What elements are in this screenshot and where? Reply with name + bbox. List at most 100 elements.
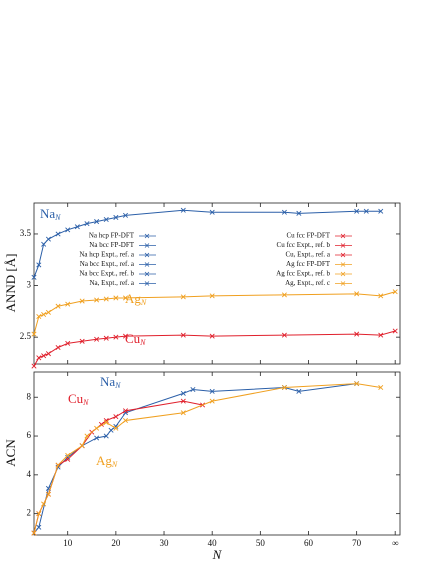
data-point — [354, 381, 360, 387]
series-sub: N — [114, 381, 121, 390]
legend-symbol — [340, 243, 346, 248]
series-label: AgN — [125, 291, 147, 307]
data-point — [180, 410, 186, 416]
data-point — [45, 351, 51, 357]
legend-symbol — [144, 233, 150, 239]
data-point — [122, 417, 129, 424]
series-line — [33, 291, 396, 335]
data-point — [65, 301, 71, 307]
data-point — [65, 227, 71, 233]
x-axis-label: N — [212, 547, 223, 562]
data-point — [36, 314, 42, 320]
data-point — [209, 398, 215, 404]
legend-symbol — [340, 252, 346, 258]
data-point — [296, 210, 302, 216]
data-point — [36, 511, 42, 517]
series-label: NaN — [40, 206, 61, 222]
x-tick-label: 50 — [256, 538, 266, 548]
legend-label: Na hcp FP-DFT — [89, 232, 135, 240]
data-point — [378, 332, 384, 338]
data-point — [190, 386, 196, 392]
data-point — [122, 333, 129, 339]
data-point — [180, 294, 186, 300]
series-label: NaN — [100, 374, 121, 390]
legend-label: Cu fcc Expt., ref. b — [277, 241, 331, 249]
x-tick-label: 70 — [352, 538, 362, 548]
series-name: Na — [40, 206, 55, 221]
y-tick-label: 3.5 — [20, 228, 32, 238]
data-point — [36, 262, 42, 268]
legend-label: Ag fcc FP-DFT — [286, 260, 331, 268]
data-point — [94, 425, 100, 431]
data-point — [122, 408, 129, 414]
data-point — [41, 353, 47, 359]
legend-label: Cu, Expt., ref. a — [285, 251, 330, 259]
x-tick-label: 30 — [160, 538, 170, 548]
top-frame — [33, 202, 401, 365]
data-point — [103, 296, 109, 302]
x-tick-label: 40 — [208, 538, 218, 548]
data-point — [354, 208, 360, 214]
data-point — [45, 236, 51, 242]
legend-label: Na bcc FP-DFT — [89, 241, 134, 249]
data-point — [84, 433, 90, 439]
data-point — [36, 524, 42, 530]
legend-label: Na bcc Expt., ref. a — [80, 260, 135, 268]
data-point — [103, 216, 109, 223]
legend-label: Na, Expt., ref. a — [89, 279, 134, 287]
data-point — [113, 425, 119, 431]
legend-symbol — [144, 262, 150, 267]
legend-label: Ag, Expt., ref. c — [285, 279, 330, 287]
data-point — [41, 241, 47, 247]
data-point — [378, 208, 384, 214]
data-point — [84, 221, 90, 227]
data-point — [94, 219, 100, 225]
data-point — [180, 390, 186, 396]
data-point — [55, 303, 61, 309]
legend-symbol — [340, 233, 346, 239]
series-name: Cu — [68, 391, 84, 406]
legend-symbol — [144, 243, 150, 248]
legend-label: Cu fcc FP-DFT — [286, 232, 330, 240]
series-sub: N — [140, 298, 147, 307]
series-name: Na — [100, 374, 115, 389]
y-axis-label: ANND [Å] — [3, 254, 18, 313]
data-point — [94, 336, 100, 342]
data-point — [281, 292, 287, 298]
x-tick-label: 20 — [111, 538, 121, 548]
data-point — [55, 231, 61, 237]
series-label: CuN — [68, 391, 89, 407]
data-point — [113, 414, 119, 420]
legend-symbol — [144, 281, 150, 286]
data-point — [65, 456, 71, 462]
data-point — [113, 334, 119, 340]
data-point — [209, 333, 215, 339]
data-point — [113, 295, 119, 301]
data-point — [354, 331, 360, 337]
data-point — [281, 332, 287, 338]
data-point — [36, 355, 42, 361]
data-point — [180, 207, 186, 213]
data-point — [103, 417, 109, 424]
series-sub: N — [111, 460, 118, 469]
data-point — [74, 224, 80, 230]
data-point — [354, 291, 360, 297]
series-name: Cu — [125, 331, 141, 346]
y-tick-label: 4 — [27, 469, 32, 479]
data-point — [94, 435, 100, 441]
data-point — [209, 293, 215, 299]
data-point — [103, 335, 109, 341]
data-point — [180, 332, 186, 338]
data-point — [94, 297, 100, 303]
data-point — [209, 209, 215, 215]
x-tick-label: 10 — [63, 538, 73, 548]
data-point — [31, 331, 37, 337]
y-tick-label: 3 — [27, 280, 32, 290]
data-point — [55, 462, 61, 468]
data-point — [41, 501, 47, 507]
legend-label: Na hcp Expt., ref. a — [79, 251, 135, 259]
legend-symbol — [144, 271, 150, 277]
data-point — [45, 309, 51, 315]
data-point — [180, 398, 186, 404]
